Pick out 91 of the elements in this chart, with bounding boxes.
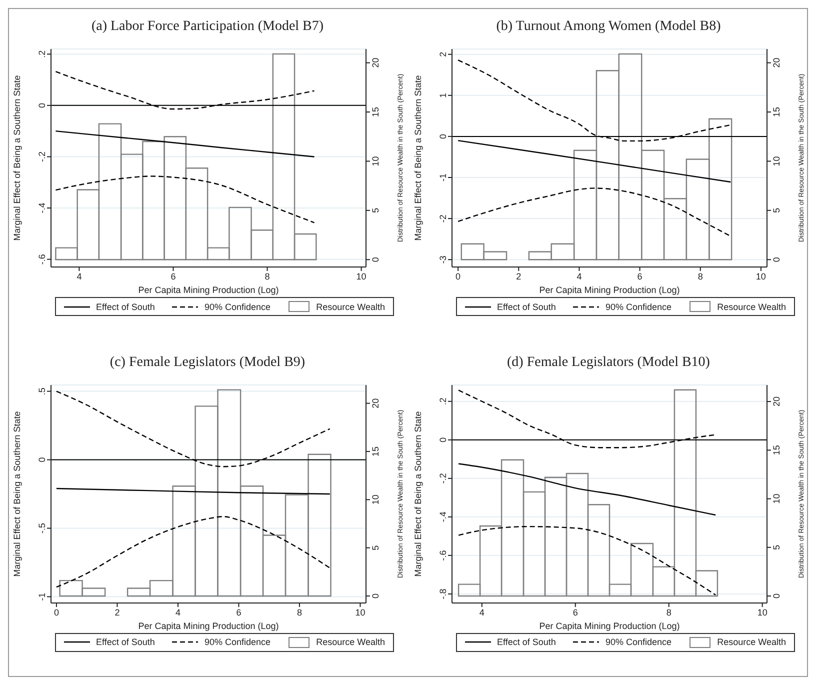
y-tick-label: -1 bbox=[438, 173, 448, 182]
legend-label: 90% Confidence bbox=[204, 637, 271, 647]
legend-label: Effect of South bbox=[96, 637, 155, 647]
legend-label: Resource Wealth bbox=[717, 637, 786, 647]
x-tick-label: 4 bbox=[576, 271, 582, 282]
y2-tick-label: 0 bbox=[370, 592, 381, 598]
y2-tick-label: 20 bbox=[772, 58, 782, 68]
y-tick-label: -.2 bbox=[37, 151, 47, 162]
x-tick-label: 6 bbox=[236, 606, 242, 617]
legend-label: Resource Wealth bbox=[717, 302, 786, 312]
y2-tick-label: 10 bbox=[370, 156, 381, 166]
chart-title: (d) Female Legislators (Model B10) bbox=[506, 354, 711, 370]
y-axis-title: Marginal Effect of Being a Southern State bbox=[12, 410, 22, 576]
y-tick-label: -3 bbox=[438, 256, 448, 264]
legend-label: Effect of South bbox=[96, 302, 155, 312]
y2-tick-label: 5 bbox=[370, 544, 381, 550]
legend-label: 90% Confidence bbox=[605, 637, 672, 647]
x-tick-label: 0 bbox=[456, 271, 461, 282]
y-tick-label: .2 bbox=[37, 50, 47, 58]
line-series bbox=[56, 515, 330, 588]
line-series bbox=[55, 130, 315, 158]
x-tick-label: 8 bbox=[698, 271, 703, 282]
line-series bbox=[457, 140, 732, 183]
x-tick-label: 10 bbox=[356, 271, 366, 282]
y2-tick-label: 0 bbox=[772, 592, 782, 598]
y-tick-label: -.8 bbox=[438, 588, 448, 599]
y-tick-label: -.4 bbox=[438, 511, 448, 522]
x-tick-label: 8 bbox=[666, 606, 672, 617]
x-tick-label: 4 bbox=[76, 271, 82, 282]
y-tick-label: -1 bbox=[37, 592, 47, 600]
y-axis-title: Marginal Effect of Being a Southern State bbox=[413, 75, 424, 241]
x-tick-label: 0 bbox=[54, 606, 59, 617]
x-tick-label: 6 bbox=[572, 606, 578, 617]
x-axis-title: Per Capita Mining Production (Log) bbox=[138, 620, 279, 630]
y2-tick-label: 10 bbox=[772, 156, 782, 166]
legend-label: Effect of South bbox=[497, 637, 556, 647]
x-tick-label: 4 bbox=[479, 606, 484, 617]
legend-label: 90% Confidence bbox=[605, 302, 672, 312]
y-tick-label: -2 bbox=[438, 214, 448, 223]
y-axis-title: Marginal Effect of Being a Southern State bbox=[12, 75, 22, 241]
x-tick-label: 10 bbox=[355, 606, 366, 617]
x-tick-label: 4 bbox=[175, 606, 180, 617]
y2-tick-label: 20 bbox=[772, 396, 782, 406]
legend-label: Resource Wealth bbox=[316, 637, 385, 647]
x-tick-label: 10 bbox=[756, 271, 766, 282]
y-tick-label: -.4 bbox=[37, 202, 47, 214]
line-series bbox=[457, 188, 732, 237]
y2-tick-label: 5 bbox=[370, 208, 381, 213]
x-tick-label: 2 bbox=[516, 271, 522, 282]
legend-label: 90% Confidence bbox=[204, 302, 271, 312]
x-tick-label: 10 bbox=[757, 606, 768, 617]
y2-tick-label: 5 bbox=[772, 544, 782, 550]
x-axis-title: Per Capita Mining Production (Log) bbox=[138, 285, 279, 295]
x-tick-label: 8 bbox=[264, 271, 270, 282]
x-tick-label: 2 bbox=[114, 606, 120, 617]
y2-tick-label: 15 bbox=[772, 106, 782, 117]
y-tick-label: -.5 bbox=[37, 522, 47, 533]
x-tick-label: 6 bbox=[637, 271, 642, 282]
y-tick-label: .5 bbox=[37, 387, 47, 395]
x-axis-title: Per Capita Mining Production (Log) bbox=[539, 620, 680, 630]
y-tick-label: 0 bbox=[37, 102, 47, 108]
y-tick-label: 0 bbox=[37, 456, 47, 462]
x-axis-title: Per Capita Mining Production (Log) bbox=[539, 285, 680, 295]
y2-tick-label: 0 bbox=[370, 257, 381, 262]
x-tick-label: 6 bbox=[170, 271, 176, 282]
y-tick-label: 2 bbox=[438, 52, 448, 57]
y2-tick-label: 15 bbox=[370, 446, 381, 456]
y-tick-label: 0 bbox=[438, 436, 448, 442]
y2-tick-label: 20 bbox=[370, 398, 381, 408]
y2-tick-label: 0 bbox=[772, 257, 782, 262]
y-axis-title: Marginal Effect of Being a Southern State bbox=[413, 410, 424, 576]
legend-label: Resource Wealth bbox=[316, 302, 385, 312]
y-tick-label: .2 bbox=[438, 397, 448, 405]
chart-title: (c) Female Legislators (Model B9) bbox=[108, 354, 306, 370]
y-tick-label: -.6 bbox=[438, 550, 448, 560]
y2-tick-label: 15 bbox=[370, 106, 381, 117]
y-tick-label: -.2 bbox=[438, 472, 448, 484]
line-series bbox=[55, 176, 315, 224]
chart-title: (b) Turnout Among Women (Model B8) bbox=[495, 19, 722, 35]
y2-tick-label: 10 bbox=[772, 493, 782, 504]
y-tick-label: 1 bbox=[438, 92, 448, 98]
x-tick-label: 8 bbox=[296, 606, 302, 617]
line-series bbox=[458, 462, 716, 516]
chart-title: (a) Labor Force Participation (Model B7) bbox=[90, 19, 325, 35]
y-tick-label: 0 bbox=[438, 134, 448, 139]
y2-tick-label: 10 bbox=[370, 494, 381, 504]
y-tick-label: -.6 bbox=[37, 254, 47, 265]
y2-tick-label: 15 bbox=[772, 444, 782, 455]
y2-tick-label: 5 bbox=[772, 208, 782, 213]
legend-label: Effect of South bbox=[497, 302, 556, 312]
y2-tick-label: 20 bbox=[370, 58, 381, 68]
